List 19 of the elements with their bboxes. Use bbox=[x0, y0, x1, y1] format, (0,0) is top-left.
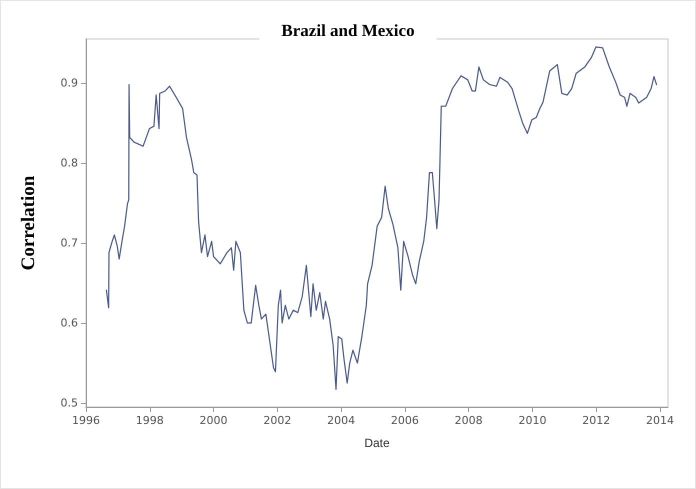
x-tick-label: 1996 bbox=[72, 414, 100, 427]
x-tick-label: 2004 bbox=[327, 414, 356, 427]
x-tick-label: 2014 bbox=[646, 414, 674, 427]
x-tick-label: 2000 bbox=[200, 414, 228, 427]
y-tick-label: 0.6 bbox=[60, 316, 78, 330]
y-tick-label: 0.5 bbox=[60, 396, 78, 410]
y-tick-label: 0.7 bbox=[60, 236, 78, 250]
line-series bbox=[106, 46, 658, 390]
y-tick-label: 0.8 bbox=[60, 156, 78, 170]
x-tick-label: 2002 bbox=[263, 414, 292, 427]
chart-title: Brazil and Mexico bbox=[281, 21, 415, 40]
x-tick-label: 1998 bbox=[136, 414, 164, 427]
x-tick-label: 2006 bbox=[390, 414, 419, 427]
x-tick-label: 2008 bbox=[454, 414, 483, 427]
x-axis-title: Date bbox=[364, 436, 390, 450]
x-tick-label: 2012 bbox=[582, 414, 610, 427]
x-tick-label: 2010 bbox=[518, 414, 546, 427]
y-axis-title: Correlation bbox=[18, 175, 39, 270]
y-tick-label: 0.9 bbox=[60, 76, 78, 90]
